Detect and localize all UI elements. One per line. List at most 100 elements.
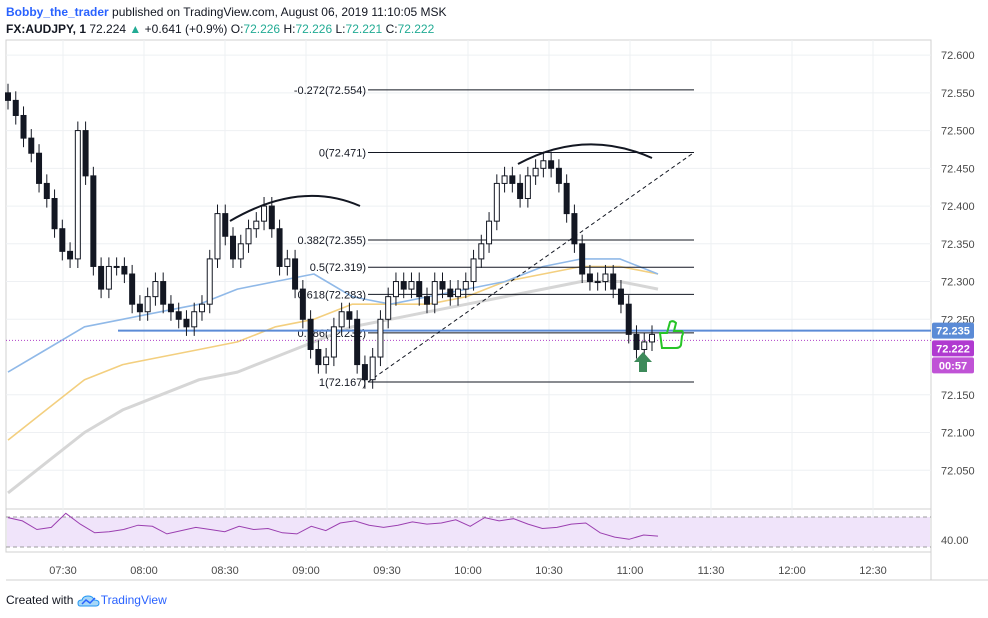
candle-body <box>594 281 601 284</box>
rsi-tick-label: 40.00 <box>941 535 969 547</box>
candle-body <box>586 273 593 283</box>
fib-level-label: 1(72.167) <box>319 377 366 389</box>
y-tick-label: 72.550 <box>941 88 975 100</box>
candle-body <box>493 182 500 222</box>
candle-body <box>338 311 345 328</box>
open-label: O: <box>230 22 244 36</box>
candle-body <box>214 213 221 260</box>
high-label: H: <box>283 22 296 36</box>
low-label: L: <box>335 22 346 36</box>
countdown-label-bg <box>932 357 974 374</box>
x-tick-label: 09:30 <box>373 565 401 577</box>
candle-body <box>447 288 454 298</box>
y-tick-label: 72.500 <box>941 126 975 138</box>
candle-body <box>28 137 35 154</box>
up-triangle-icon: ▲ <box>129 22 142 36</box>
candle-body <box>245 228 252 245</box>
candle-body <box>5 92 11 101</box>
candle-body <box>82 130 89 177</box>
candle-body <box>113 265 120 268</box>
published-info: published on TradingView.com, August 06,… <box>112 5 447 19</box>
candle-body <box>408 281 415 290</box>
candle-body <box>59 228 66 252</box>
candle-body <box>617 288 624 305</box>
candle-body <box>369 356 376 381</box>
candle-body <box>12 99 19 116</box>
x-tick-label: 08:30 <box>211 565 239 577</box>
candle-body <box>136 303 143 313</box>
candle-body <box>439 281 446 290</box>
fib-level-label: -0.272(72.554) <box>294 85 366 97</box>
fib-trend-line <box>367 152 695 383</box>
up-arrow-icon <box>634 352 652 372</box>
ma-blue-line <box>7 258 659 373</box>
rsi-line <box>7 512 659 540</box>
candle-body <box>230 235 237 260</box>
open-value: 72.226 <box>243 22 281 36</box>
candle-body <box>377 318 384 358</box>
candle-body <box>649 333 655 343</box>
candle-body <box>462 281 469 290</box>
fib-level-label: 0.5(72.319) <box>310 262 366 274</box>
candle-body <box>175 311 182 320</box>
candle-body <box>51 198 58 230</box>
candle-body <box>67 250 74 260</box>
tradingview-cloud-icon <box>77 595 100 607</box>
candle-body <box>299 288 306 320</box>
last-price: 72.224 <box>89 22 127 36</box>
candle-body <box>602 273 609 283</box>
candle-body <box>129 273 136 305</box>
y-tick-label: 72.300 <box>941 277 975 289</box>
candle-body <box>633 333 640 350</box>
arc-annotation <box>229 194 361 222</box>
x-tick-label: 10:00 <box>454 565 482 577</box>
fib-level-label: 0.382(72.355) <box>298 235 367 247</box>
x-tick-label: 08:00 <box>130 565 158 577</box>
candle-body <box>532 167 539 177</box>
candle-body <box>74 130 81 260</box>
y-tick-label: 72.350 <box>941 239 975 251</box>
candle-body <box>90 175 97 267</box>
candle-body <box>160 281 167 305</box>
candle-body <box>563 182 570 215</box>
candle-body <box>43 182 50 200</box>
candle-body <box>323 356 330 366</box>
close-label: C: <box>385 22 398 36</box>
x-tick-label: 09:00 <box>292 565 320 577</box>
candle-body <box>206 258 213 305</box>
candle-body <box>478 243 485 260</box>
candle-body <box>237 243 244 260</box>
candle-body <box>486 220 493 245</box>
candle-body <box>470 258 477 283</box>
y-tick-label: 72.050 <box>941 465 975 477</box>
tradingview-brand-link[interactable]: TradingView <box>100 593 167 607</box>
candle-body <box>524 175 531 200</box>
y-tick-label: 72.450 <box>941 163 975 175</box>
candle-body <box>625 303 632 335</box>
low-value: 72.221 <box>345 22 383 36</box>
y-tick-label: 72.100 <box>941 428 975 440</box>
candle-body <box>354 318 361 366</box>
x-tick-label: 10:30 <box>535 565 563 577</box>
current-price-label: 72.222 <box>936 343 970 355</box>
rsi-band <box>7 517 930 547</box>
author-link[interactable]: Bobby_the_trader <box>6 5 109 19</box>
fib-level-label: 0(72.471) <box>319 147 366 159</box>
candle-body <box>222 213 229 237</box>
candle-body <box>423 296 430 305</box>
price-change: +0.641 (+0.9%) <box>144 22 228 36</box>
candle-body <box>167 303 174 313</box>
thumbs-up-icon <box>658 320 684 349</box>
created-with-label: Created with <box>6 593 74 607</box>
fib-level-label: 0.618(72.283) <box>298 289 367 301</box>
high-value: 72.226 <box>295 22 333 36</box>
candle-body <box>276 228 283 267</box>
candle-body <box>198 303 205 313</box>
candle-body <box>501 175 508 184</box>
candle-body <box>191 311 198 328</box>
candle-body <box>330 326 337 358</box>
x-tick-label: 12:00 <box>778 565 806 577</box>
publish-header: Bobby_the_trader published on TradingVie… <box>6 5 447 19</box>
candle-body <box>392 281 399 298</box>
